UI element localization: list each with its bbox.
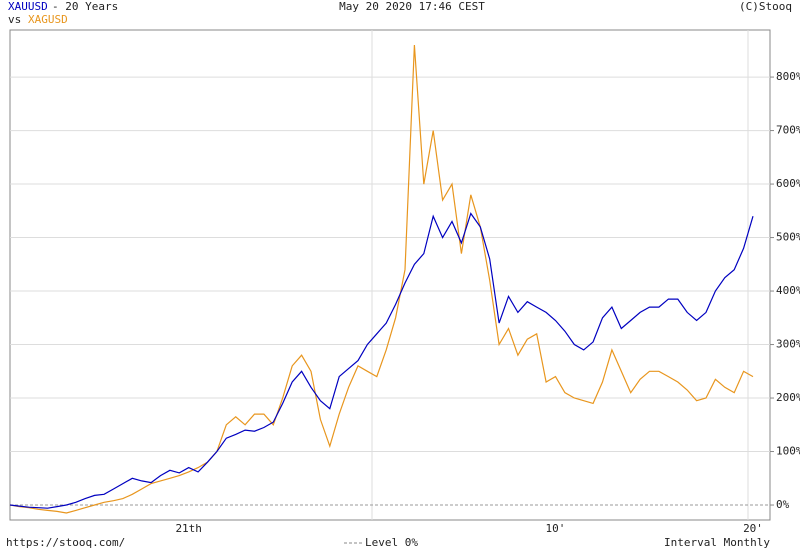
copyright: (C)Stooq	[739, 0, 792, 13]
y-tick-label: 500%	[776, 231, 800, 244]
legend-entry: XAGUSD	[28, 13, 68, 26]
y-tick-label: 100%	[776, 445, 800, 458]
level-label: Level 0%	[365, 536, 418, 549]
y-tick-label: 300%	[776, 338, 800, 351]
y-tick-label: 800%	[776, 70, 800, 83]
y-tick-label: 200%	[776, 391, 800, 404]
legend-entry: XAUUSD	[8, 0, 48, 13]
x-tick-label: 10'	[546, 522, 566, 535]
vs-label: vs	[8, 13, 21, 26]
y-tick-label: 400%	[776, 284, 800, 297]
y-tick-label: 600%	[776, 177, 800, 190]
y-tick-label: 700%	[776, 124, 800, 137]
series-line	[9, 44, 754, 514]
x-tick-label: 20'	[743, 522, 763, 535]
plot-frame	[9, 29, 771, 521]
footer-url: https://stooq.com/	[6, 536, 125, 549]
series-line	[9, 212, 754, 509]
chart-title: - 20 Years	[52, 0, 118, 13]
interval-label: Interval Monthly	[664, 536, 770, 549]
y-tick-label: 0%	[776, 498, 790, 511]
x-tick-label: 21th	[175, 522, 202, 535]
timestamp: May 20 2020 17:46 CEST	[339, 0, 485, 13]
